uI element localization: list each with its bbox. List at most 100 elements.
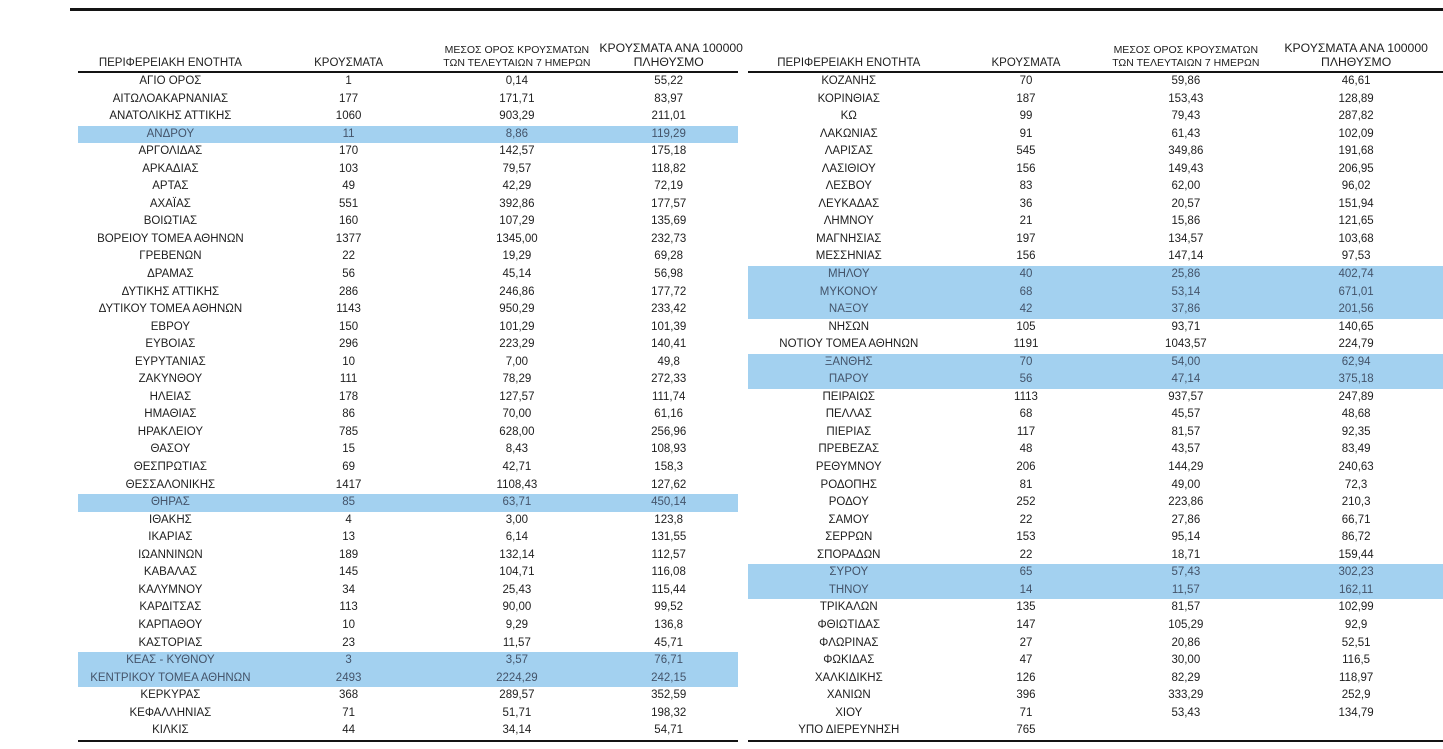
per100k-cell: 206,95 bbox=[1338, 162, 1374, 175]
cases-cell: 68 bbox=[949, 283, 1103, 302]
avg7-cell: 134,57 bbox=[1168, 232, 1204, 245]
table-row: ΚΕΑΣ - ΚΥΘΝΟΥ 3 3,57 76,71 bbox=[78, 652, 738, 670]
cases-cell: 15 bbox=[342, 443, 355, 456]
cases-cell: 765 bbox=[1016, 724, 1036, 737]
table-row: ΚΕΦΑΛΛΗΝΙΑΣ 71 51,71 198,32 bbox=[78, 705, 738, 723]
per100k-cell: 102,09 bbox=[1338, 127, 1374, 140]
cases-cell: 1417 bbox=[335, 478, 362, 491]
table-row: ΑΓΙΟ ΟΡΟΣ 1 0,14 55,22 bbox=[78, 72, 738, 91]
per100k-cell: 252,9 bbox=[1341, 689, 1371, 702]
cases-cell: 22 bbox=[1019, 548, 1033, 561]
per100k-cell: 177,72 bbox=[651, 285, 687, 298]
table-row: ΑΙΤΩΛΟΑΚΑΡΝΑΝΙΑΣ 177 171,71 83,97 bbox=[78, 91, 738, 109]
avg7-cell: 25,43 bbox=[502, 583, 532, 596]
region-cell: ΔΡΑΜΑΣ bbox=[147, 268, 194, 281]
region-cell: ΘΕΣΠΡΩΤΙΑΣ bbox=[133, 461, 208, 474]
per100k-cell: 232,73 bbox=[651, 232, 687, 245]
region-cell: ΛΕΥΚΑΔΑΣ bbox=[818, 197, 880, 210]
cases-cell: 11 bbox=[262, 125, 435, 144]
cases-cell: 10 bbox=[342, 618, 355, 631]
region-cell: ΑΡΚΑΔΙΑΣ bbox=[142, 162, 199, 175]
per100k-cell: 247,89 bbox=[1338, 390, 1374, 403]
avg7-cell: 47,14 bbox=[1102, 371, 1270, 389]
avg7-cell: 392,86 bbox=[499, 197, 535, 210]
avg7-cell: 82,29 bbox=[1171, 671, 1201, 684]
col-header-per100k: ΚΡΟΥΣΜΑΤΑ ΑΝΑ 100000 ΠΛΗΘΥΣΜΟ bbox=[1269, 27, 1443, 73]
table-row: ΚΑΡΠΑΘΟΥ 10 9,29 136,8 bbox=[78, 617, 738, 635]
avg7-cell: 11,57 bbox=[502, 636, 531, 649]
per100k-cell: 118,97 bbox=[1338, 671, 1374, 684]
avg7-cell: 11,57 bbox=[1102, 581, 1270, 600]
region-cell: ΧΙΟΥ bbox=[835, 706, 863, 719]
cases-cell: 70 bbox=[949, 353, 1103, 372]
table-row: ΣΥΡΟΥ 65 57,43 302,23 bbox=[748, 564, 1443, 582]
table-row: ΚΕΡΚΥΡΑΣ 368 289,57 352,59 bbox=[78, 687, 738, 705]
avg7-cell: 903,29 bbox=[499, 110, 535, 123]
table-row: ΜΥΚΟΝΟΥ 68 53,14 671,01 bbox=[748, 283, 1443, 302]
table-row: ΦΩΚΙΔΑΣ 47 30,00 116,5 bbox=[748, 652, 1443, 670]
cases-cell: 23 bbox=[342, 636, 355, 649]
region-cell: ΠΑΡΟΥ bbox=[748, 371, 950, 389]
region-cell: ΥΠΟ ΔΙΕΡΕΥΝΗΣΗ bbox=[798, 724, 900, 737]
region-cell: ΠΙΕΡΙΑΣ bbox=[826, 425, 872, 438]
table-row: ΖΑΚΥΝΘΟΥ 111 78,29 272,33 bbox=[78, 371, 738, 389]
table-row: ΠΙΕΡΙΑΣ 117 81,57 92,35 bbox=[748, 424, 1443, 442]
per100k-cell: 242,15 bbox=[599, 669, 738, 688]
per100k-cell: 352,59 bbox=[651, 689, 687, 702]
col-header-region: ΠΕΡΙΦΕΡΕΙΑΚΗ ΕΝΟΤΗΤΑ bbox=[78, 27, 263, 73]
table-row: ΑΡΤΑΣ 49 42,29 72,19 bbox=[78, 178, 738, 196]
region-cell: ΗΜΑΘΙΑΣ bbox=[144, 408, 197, 421]
avg7-cell: 51,71 bbox=[502, 706, 532, 719]
table-row: ΙΘΑΚΗΣ 4 3,00 123,8 bbox=[78, 512, 738, 530]
cases-cell: 86 bbox=[342, 408, 355, 421]
cases-cell: 160 bbox=[339, 215, 359, 228]
avg7-cell: 127,57 bbox=[499, 390, 535, 403]
col-header-per100k-line1: ΚΡΟΥΣΜΑΤΑ ΑΝΑ 100000 bbox=[599, 41, 743, 55]
table-row: ΧΑΝΙΩΝ 396 333,29 252,9 bbox=[748, 687, 1443, 705]
avg7-cell: 149,43 bbox=[1168, 162, 1204, 175]
table-row: ΠΕΛΛΑΣ 68 45,57 48,68 bbox=[748, 406, 1443, 424]
table-row: ΔΥΤΙΚΟΥ ΤΟΜΕΑ ΑΘΗΝΩΝ 1143 950,29 233,42 bbox=[78, 301, 738, 319]
region-cell: ΑΙΤΩΛΟΑΚΑΡΝΑΝΙΑΣ bbox=[112, 92, 229, 105]
table-row: ΛΗΜΝΟΥ 21 15,86 121,65 bbox=[748, 213, 1443, 231]
region-cell: ΕΥΡΥΤΑΝΙΑΣ bbox=[134, 355, 206, 368]
cases-cell: 368 bbox=[339, 689, 359, 702]
table-row: ΤΡΙΚΑΛΩΝ 135 81,57 102,99 bbox=[748, 599, 1443, 617]
table-row: ΔΡΑΜΑΣ 56 45,14 56,98 bbox=[78, 266, 738, 284]
per100k-cell: 101,39 bbox=[651, 320, 687, 333]
avg7-cell: 81,57 bbox=[1171, 425, 1201, 438]
region-cell: ΚΟΖΑΝΗΣ bbox=[821, 75, 877, 87]
table-row: ΚΕΝΤΡΙΚΟΥ ΤΟΜΕΑ ΑΘΗΝΩΝ 2493 2224,29 242,15 bbox=[78, 669, 738, 688]
region-cell: ΠΕΛΛΑΣ bbox=[825, 408, 872, 421]
table-row: ΧΙΟΥ 71 53,43 134,79 bbox=[748, 705, 1443, 723]
table-row: ΒΟΙΩΤΙΑΣ 160 107,29 135,69 bbox=[78, 213, 738, 231]
cases-cell: 1377 bbox=[335, 232, 362, 245]
avg7-cell: 49,00 bbox=[1171, 478, 1201, 491]
regions-table: ΠΕΡΙΦΕΡΕΙΑΚΗ ΕΝΟΤΗΤΑ ΚΡΟΥΣΜΑΤΑ ΜΕΣΟΣ ΟΡΟ… bbox=[748, 27, 1443, 742]
table-row: ΦΛΩΡΙΝΑΣ 27 20,86 52,51 bbox=[748, 635, 1443, 653]
per100k-cell: 116,08 bbox=[651, 566, 686, 579]
table-row: ΠΡΕΒΕΖΑΣ 48 43,57 83,49 bbox=[748, 441, 1443, 459]
cases-cell: 156 bbox=[1016, 250, 1036, 263]
cases-cell: 135 bbox=[1016, 601, 1036, 614]
region-cell: ΣΥΡΟΥ bbox=[748, 564, 950, 582]
cases-cell: 187 bbox=[1016, 92, 1036, 105]
region-cell: ΧΑΝΙΩΝ bbox=[826, 689, 871, 702]
cases-cell: 145 bbox=[339, 566, 359, 579]
table-row: ΝΟΤΙΟΥ ΤΟΜΕΑ ΑΘΗΝΩΝ 1191 1043,57 224,79 bbox=[748, 336, 1443, 354]
table-row: ΘΗΡΑΣ 85 63,71 450,14 bbox=[78, 494, 738, 512]
table-row: ΘΕΣΣΑΛΟΝΙΚΗΣ 1417 1108,43 127,62 bbox=[78, 477, 738, 495]
table-row: ΚΟΡΙΝΘΙΑΣ 187 153,43 128,89 bbox=[748, 91, 1443, 109]
per100k-cell: 116,5 bbox=[1342, 654, 1371, 667]
avg7-cell: 93,71 bbox=[1171, 320, 1201, 333]
region-cell: ΝΟΤΙΟΥ ΤΟΜΕΑ ΑΘΗΝΩΝ bbox=[779, 338, 919, 351]
cases-cell: 44 bbox=[342, 724, 355, 737]
avg7-cell: 15,86 bbox=[1171, 215, 1201, 228]
cases-cell: 3 bbox=[262, 652, 435, 670]
cases-cell: 40 bbox=[949, 266, 1103, 284]
per100k-cell: 127,62 bbox=[651, 478, 687, 491]
table-row: ΤΗΝΟΥ 14 11,57 162,11 bbox=[748, 581, 1443, 600]
region-cell: ΣΕΡΡΩΝ bbox=[825, 531, 873, 544]
table-row: ΑΧΑΪΑΣ 551 392,86 177,57 bbox=[78, 196, 738, 214]
